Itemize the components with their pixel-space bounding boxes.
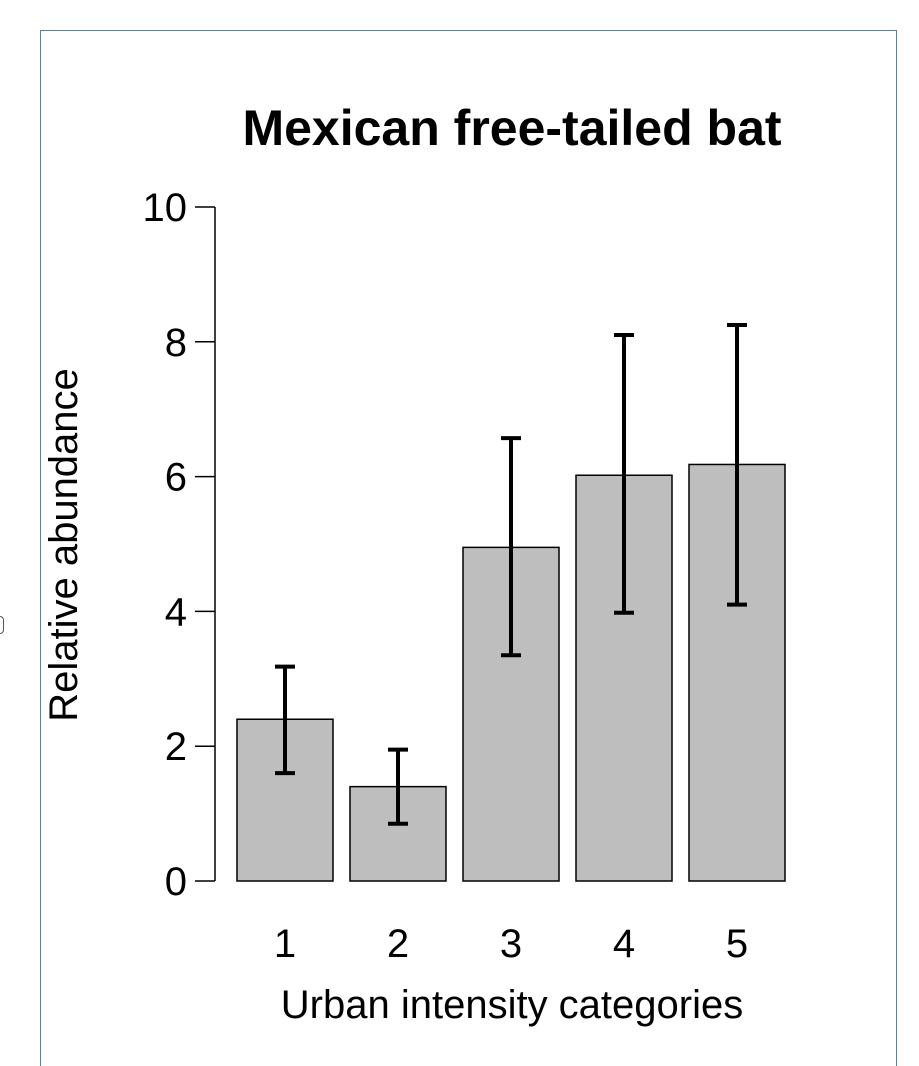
x-tick-label-3: 3 [500, 922, 522, 966]
y-axis: 0 2 4 6 8 10 [143, 186, 216, 904]
figure-frame [40, 30, 897, 1066]
y-tick-label-3: 6 [165, 456, 187, 500]
x-tick-label-4: 4 [613, 922, 635, 966]
error-bar-5 [727, 322, 747, 607]
x-axis-label: Urban intensity categories [281, 983, 743, 1027]
x-tick-label-2: 2 [387, 922, 409, 966]
x-tick-label-1: 1 [274, 922, 296, 966]
error-bars-group [275, 322, 747, 826]
error-bar-4 [614, 333, 634, 615]
error-bar-3 [501, 436, 521, 658]
error-bar-2 [388, 747, 408, 826]
x-axis-labels: 1 2 3 4 5 [274, 922, 748, 966]
y-tick-label-1: 2 [165, 725, 187, 769]
y-tick-label-4: 8 [165, 321, 187, 365]
y-axis-label: Relative abundance [42, 368, 86, 722]
error-bar-1 [275, 664, 295, 776]
y-tick-label-2: 4 [165, 590, 187, 634]
y-tick-label-0: 0 [165, 860, 187, 904]
y-tick-label-5: 10 [143, 186, 188, 230]
x-tick-label-5: 5 [726, 922, 748, 966]
chart-title: Mexican free-tailed bat [242, 100, 781, 156]
